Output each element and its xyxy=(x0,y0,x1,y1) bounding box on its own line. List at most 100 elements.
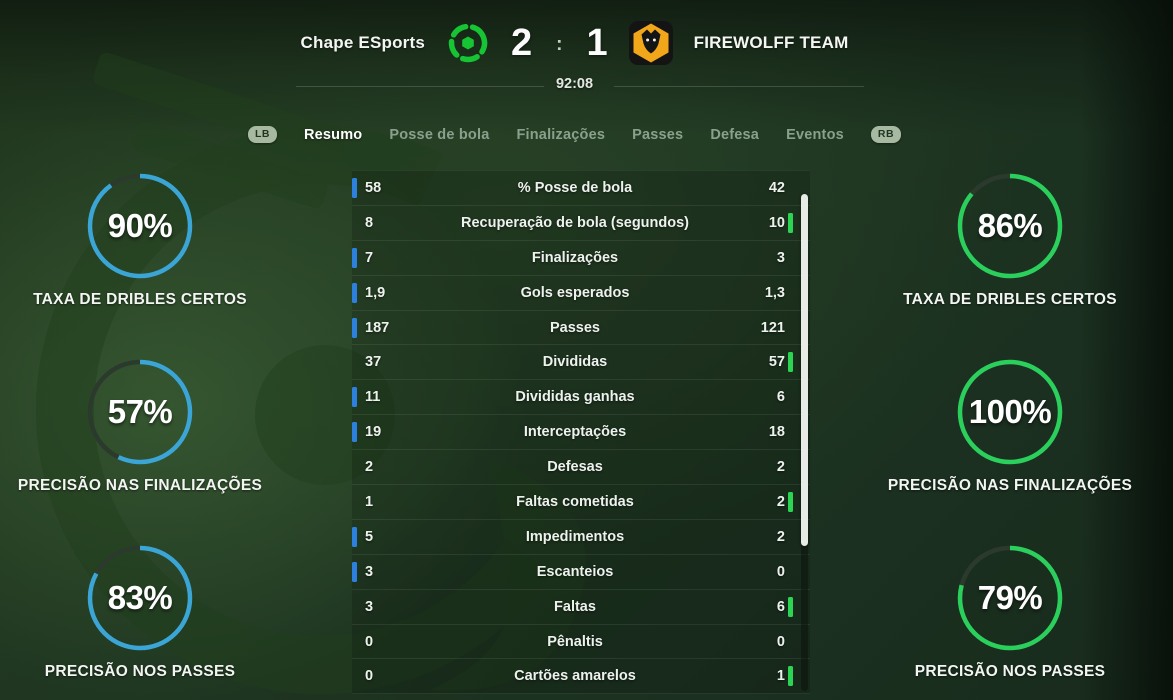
stat-name: % Posse de bola xyxy=(517,179,633,196)
table-row: 0 Pênaltis 0 xyxy=(352,625,810,660)
away-value: 6 xyxy=(776,598,785,615)
tab-eventos[interactable]: Eventos xyxy=(786,126,844,143)
ring-value: 90% xyxy=(107,207,173,244)
away-value: 2 xyxy=(776,493,785,510)
ring-value: 83% xyxy=(107,579,173,616)
home-lead-indicator xyxy=(352,526,357,547)
home-percent-panel: 90% TAXA DE DRIBLES CERTOS 57% PRECISÃO NAS… xyxy=(10,173,270,700)
tab-passes[interactable]: Passes xyxy=(632,126,684,143)
table-row: 19 Interceptações 18 xyxy=(352,415,810,451)
away-percent-panel: 86% TAXA DE DRIBLES CERTOS 100% PRECISÃO NA… xyxy=(880,173,1140,700)
away-value: 3 xyxy=(776,249,785,266)
home-value: 0 xyxy=(365,668,374,685)
stat-name: Escanteios xyxy=(536,563,614,580)
home-value: 7 xyxy=(365,249,374,266)
ring-label: PRECISÃO NOS PASSES xyxy=(914,663,1106,680)
home-value: 5 xyxy=(365,528,374,545)
progress-ring: 57% xyxy=(87,359,193,465)
tab-posse-de-bola[interactable]: Posse de bola xyxy=(389,126,490,143)
progress-ring: 83% xyxy=(87,545,193,651)
scrollbar-thumb[interactable] xyxy=(801,194,808,546)
stat-name: Passes xyxy=(550,319,600,336)
table-row: 7 Finalizações 3 xyxy=(352,241,810,276)
away-value: 6 xyxy=(776,389,785,406)
stat-name: Recuperação de bola (segundos) xyxy=(460,214,690,231)
stat-ring-block: 79% PRECISÃO NOS PASSES xyxy=(880,545,1140,681)
stat-name: Divididas ganhas xyxy=(515,389,635,406)
tab-defesa[interactable]: Defesa xyxy=(710,126,760,143)
ring-label: TAXA DE DRIBLES CERTOS xyxy=(903,291,1117,308)
stat-name: Impedimentos xyxy=(525,528,625,545)
match-time: 92:08 xyxy=(555,76,594,92)
home-lead-indicator xyxy=(352,247,357,268)
away-value: 57 xyxy=(768,354,785,371)
home-score: 2 xyxy=(511,22,533,64)
away-value: 0 xyxy=(776,633,785,650)
table-row: 1 Faltas cometidas 2 xyxy=(352,485,810,520)
lb-bumper-button[interactable]: LB xyxy=(247,126,277,143)
ring-value: 100% xyxy=(968,393,1052,430)
ring-value: 57% xyxy=(107,393,173,430)
home-value: 1 xyxy=(365,493,374,510)
table-row: 11 Divididas ganhas 6 xyxy=(352,380,810,416)
scoreboard-divider-left xyxy=(296,86,544,87)
table-row: 58 % Posse de bola 42 xyxy=(352,171,810,206)
stat-name: Divididas xyxy=(542,354,608,371)
table-row: 5 Impedimentos 2 xyxy=(352,520,810,555)
home-lead-indicator xyxy=(352,561,357,582)
home-lead-indicator xyxy=(352,422,357,443)
away-value: 1 xyxy=(776,668,785,685)
ring-label: TAXA DE DRIBLES CERTOS xyxy=(33,291,247,308)
tab-bar: LB Resumo Posse de bola Finalizações Passes… xyxy=(0,126,1161,143)
ring-label: PRECISÃO NAS FINALIZAÇÕES xyxy=(17,477,263,494)
table-row: 37 Divididas 57 xyxy=(352,345,810,381)
stat-name: Cartões amarelos xyxy=(514,668,636,685)
stat-name: Interceptações xyxy=(523,424,627,441)
stat-ring-block: 57% PRECISÃO NAS FINALIZAÇÕES xyxy=(10,359,270,495)
home-lead-indicator xyxy=(352,178,357,198)
ring-label: PRECISÃO NAS FINALIZAÇÕES xyxy=(887,477,1133,494)
stat-ring-block: 100% PRECISÃO NAS FINALIZAÇÕES xyxy=(880,359,1140,495)
away-value: 121 xyxy=(760,319,785,336)
firewolff-wolf-crest-icon xyxy=(628,21,673,65)
away-value: 42 xyxy=(768,179,785,196)
stat-ring-block: 83% PRECISÃO NOS PASSES xyxy=(10,545,270,681)
stat-name: Faltas cometidas xyxy=(516,493,634,510)
home-value: 8 xyxy=(365,214,374,231)
tab-list: Resumo Posse de bola Finalizações Passes Def… xyxy=(304,127,844,143)
stats-table-rows: 58 % Posse de bola 42 8 Recuperação de bola … xyxy=(352,171,810,695)
table-row: 8 Recuperação de bola (segundos) 10 xyxy=(352,206,810,241)
tab-finaliza-es[interactable]: Finalizações xyxy=(516,126,606,143)
away-value: 2 xyxy=(776,459,785,476)
home-team-name: Chape ESports xyxy=(300,33,425,52)
rb-bumper-button[interactable]: RB xyxy=(870,126,902,143)
away-value: 18 xyxy=(768,424,785,441)
home-value: 2 xyxy=(365,459,374,476)
away-lead-indicator xyxy=(788,492,793,513)
home-value: 19 xyxy=(365,424,382,441)
home-value: 58 xyxy=(365,179,382,196)
progress-ring: 86% xyxy=(957,173,1063,279)
tab-resumo[interactable]: Resumo xyxy=(303,126,363,143)
stats-table: 58 % Posse de bola 42 8 Recuperação de bola … xyxy=(352,170,810,695)
away-lead-indicator xyxy=(788,352,793,373)
away-lead-indicator xyxy=(788,212,793,233)
away-value: 1,3 xyxy=(764,284,785,301)
stat-name: Finalizações xyxy=(531,249,619,266)
scoreboard: Chape ESports 2 : 1 FIREWOLFF TEAM xyxy=(0,20,1161,66)
away-team-name: FIREWOLFF TEAM xyxy=(693,33,849,52)
table-row: 2 Defesas 2 xyxy=(352,450,810,486)
table-row: 0 Cartões amarelos 1 xyxy=(352,659,810,695)
chape-crest-icon xyxy=(448,23,488,63)
home-lead-indicator xyxy=(352,282,357,303)
scoreboard-divider-right xyxy=(614,86,864,87)
stat-name: Gols esperados xyxy=(520,284,630,301)
away-value: 0 xyxy=(776,563,785,580)
stat-name: Faltas xyxy=(554,598,596,615)
table-row: 3 Escanteios 0 xyxy=(352,555,810,590)
away-value: 2 xyxy=(776,528,785,545)
home-value: 37 xyxy=(365,354,382,371)
progress-ring: 100% xyxy=(957,359,1063,465)
stat-ring-block: 86% TAXA DE DRIBLES CERTOS xyxy=(880,173,1140,309)
